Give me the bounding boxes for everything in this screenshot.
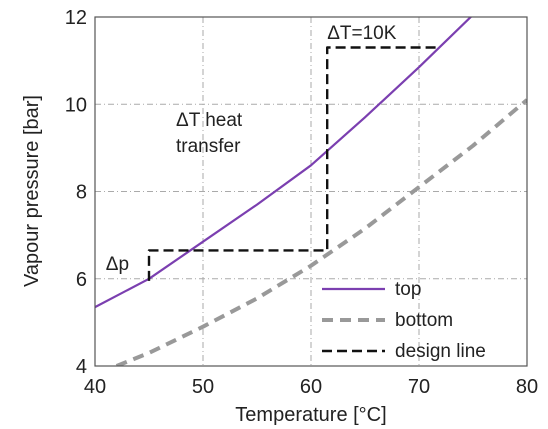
- annotation-label: Δp: [106, 254, 129, 275]
- series-lines: [95, 17, 527, 366]
- y-tick-label: 10: [65, 94, 87, 116]
- tick-labels: 40 50 60 70 80 4 6 8 10 12: [65, 7, 538, 398]
- legend-label: bottom: [395, 310, 453, 331]
- plot-border: [94, 16, 528, 367]
- series-line-design-line: [147, 46, 441, 281]
- legend-label: top: [395, 279, 421, 300]
- series-line-bottom: [115, 98, 527, 366]
- legend: top bottom design line: [322, 279, 486, 362]
- y-tick-label: 4: [76, 356, 87, 378]
- x-tick-label: 50: [192, 376, 214, 398]
- plot-frame: [94, 16, 528, 367]
- x-tick-label: 80: [516, 376, 538, 398]
- grid: [95, 17, 527, 366]
- x-axis-label: Temperature [°C]: [235, 404, 386, 426]
- y-tick-label: 12: [65, 7, 87, 29]
- x-tick-label: 70: [408, 376, 430, 398]
- annotation-label: ΔT=10K: [327, 23, 397, 44]
- annotation-label: transfer: [176, 136, 241, 157]
- y-axis-label: Vapour pressure [bar]: [21, 95, 43, 287]
- x-tick-label: 40: [84, 376, 106, 398]
- annotation-label: ΔT heat: [176, 110, 243, 131]
- annotations: ΔT=10K ΔT heat transfer Δp: [106, 23, 397, 275]
- x-tick-label: 60: [300, 376, 322, 398]
- y-tick-label: 6: [76, 269, 87, 291]
- series-line-top: [95, 17, 473, 309]
- legend-label: design line: [395, 341, 486, 362]
- y-tick-label: 8: [76, 182, 87, 204]
